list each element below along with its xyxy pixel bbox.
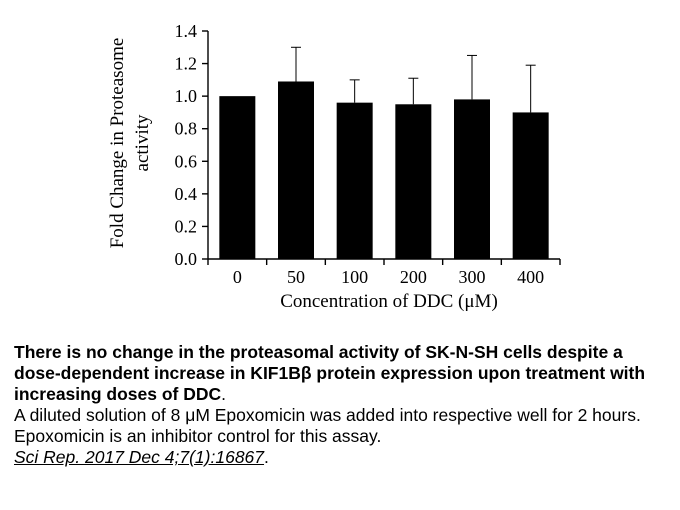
chart-tick-labels: 0.0 0.2 0.4 0.6 0.8 1.0 1.2 1.4 0 50 100 200 300 400 (175, 21, 545, 287)
x-tick-label: 100 (341, 267, 368, 287)
y-axis-label-line2: activity (132, 114, 153, 171)
y-tick-label: 0.0 (175, 249, 198, 269)
y-tick-label: 1.2 (175, 54, 198, 74)
error-bar-200 (408, 77, 419, 105)
bar-300 (454, 99, 490, 260)
error-bar-100 (349, 79, 360, 103)
bar-200 (395, 104, 432, 260)
caption-title: There is no change in the proteasomal ac… (14, 342, 646, 404)
bar-0 (219, 96, 256, 260)
x-tick-label: 50 (287, 267, 305, 287)
error-bar-400 (525, 64, 536, 113)
y-tick-label: 0.8 (175, 119, 198, 139)
figure-caption: There is no change in the proteasomal ac… (14, 342, 674, 468)
bar-400 (512, 112, 549, 259)
chart-error-bars (291, 46, 536, 113)
bar-chart: 0.00.20.40.60.81.01.21.40 50 100 200 300 400 … (107, 21, 561, 312)
citation-link[interactable]: Sci Rep. 2017 Dec 4;7(1):16867 (14, 447, 265, 467)
bar-100 (336, 102, 373, 260)
x-axis-label: Concentration of DDC (μM) (280, 291, 498, 312)
x-tick-label: 200 (400, 267, 427, 287)
citation-period: . (264, 447, 269, 467)
y-tick-label: 0.6 (175, 151, 198, 171)
y-axis-label: Fold Change in Proteasome (107, 38, 128, 249)
error-bar-300 (467, 54, 477, 100)
bar-50 (278, 81, 314, 259)
x-tick-label: 0 (233, 267, 242, 287)
y-tick-label: 0.4 (175, 184, 198, 204)
y-tick-label: 1.0 (175, 86, 198, 106)
error-bar-50 (291, 46, 301, 82)
caption-title-period: . (221, 384, 227, 404)
chart-axes (202, 30, 561, 265)
caption-description: A diluted solution of 8 μM Epoxomicin wa… (14, 405, 641, 446)
x-tick-label: 400 (517, 267, 544, 287)
y-tick-label: 0.2 (175, 216, 198, 236)
chart-bars (219, 81, 549, 260)
x-tick-label: 300 (459, 267, 486, 287)
y-tick-label: 1.4 (175, 21, 198, 41)
